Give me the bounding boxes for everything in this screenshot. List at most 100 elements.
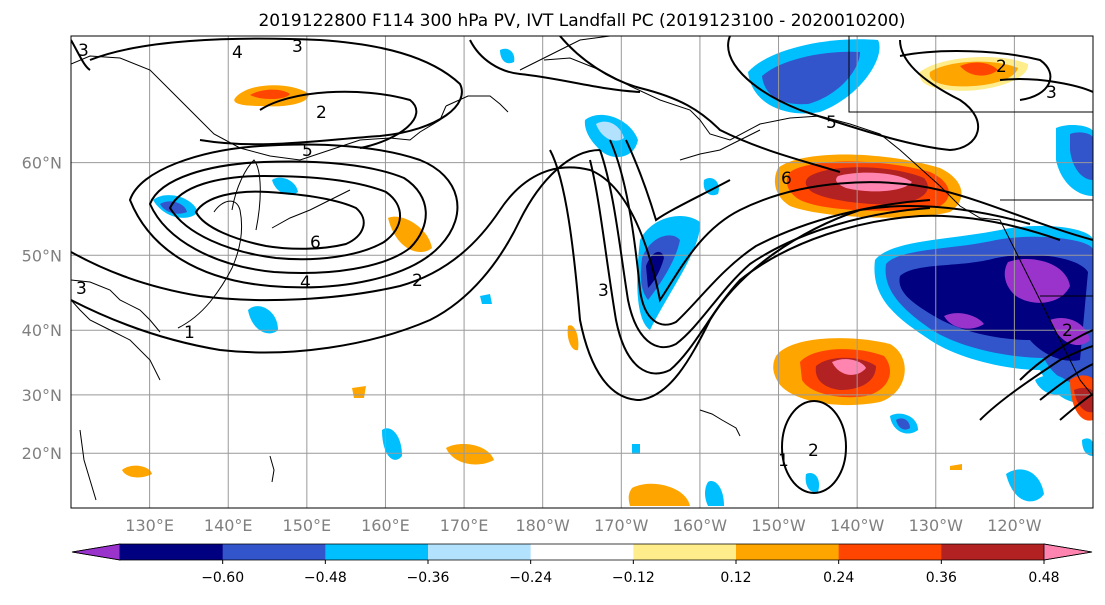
pv-contour — [549, 149, 1031, 402]
pv-contour — [168, 174, 401, 261]
ivt-negative-area — [500, 48, 515, 64]
pv-contour — [781, 400, 847, 494]
ivt-negative-area — [248, 306, 278, 334]
latitude-label: 50°N — [22, 246, 62, 265]
chart-title: 2019122800 F114 300 hPa PV, IVT Landfall… — [258, 11, 905, 31]
longitude-label: 160°E — [361, 516, 410, 535]
ivt-positive-area — [960, 62, 998, 76]
pv-contour — [999, 78, 1093, 93]
border-alaska-canada — [848, 36, 1093, 113]
contour-label: 3 — [76, 279, 87, 299]
contour-label: 2 — [808, 441, 819, 461]
ivt-negative-area — [944, 313, 984, 329]
contour-label: 2 — [412, 271, 423, 291]
colorbar-outline — [71, 543, 1093, 561]
latitude-label: 60°N — [22, 154, 62, 173]
pv-contour — [599, 149, 931, 349]
ivt-positive-area — [567, 325, 579, 351]
coastline-china — [71, 299, 161, 381]
coastline-sakhalin — [231, 159, 261, 231]
pv-contour — [625, 139, 731, 222]
ivt-negative-area — [1006, 469, 1044, 502]
colorbar-tick-label: 0.12 — [720, 570, 751, 586]
ivt-negative-area — [382, 428, 402, 460]
contour-label: 1 — [184, 323, 195, 343]
coastline-kurils — [271, 189, 351, 229]
contour-label: 4 — [232, 43, 243, 63]
coastline-islands — [269, 455, 275, 483]
ivt-negative-area — [632, 444, 640, 454]
colorbar-segment — [941, 544, 1045, 560]
ivt-positive-area — [950, 464, 962, 470]
colorbar-tick-label: −0.60 — [201, 570, 244, 586]
coastline-alaska — [519, 36, 611, 71]
ivt-shading — [122, 39, 1093, 506]
pv-contour — [128, 143, 459, 289]
pv-contour — [89, 37, 463, 146]
colorbar-tick-label: −0.24 — [509, 570, 552, 586]
pv-contour — [259, 90, 418, 149]
colorbar-segment — [428, 544, 532, 560]
colorbar-segment — [120, 544, 224, 560]
longitude-label: 120°W — [987, 516, 1042, 535]
colorbar-tick-label: 0.48 — [1028, 570, 1059, 586]
ivt-negative-area — [1035, 375, 1070, 395]
pv-contour — [559, 36, 841, 173]
map-area: 3 4 3 2 5 6 4 2 1 3 5 6 3 2 1 2 2 3 — [71, 36, 1093, 508]
pv-contour — [979, 345, 1093, 421]
pv-contour — [1019, 329, 1093, 381]
pv-contour — [469, 39, 641, 93]
ivt-positive-area — [628, 483, 690, 506]
contour-label: 3 — [292, 37, 303, 57]
coastline-asia — [71, 55, 447, 161]
ivt-positive-area — [446, 444, 494, 465]
pv-contour — [1039, 363, 1093, 401]
pv-contour — [727, 36, 980, 152]
contour-labels: 3 4 3 2 5 6 4 2 1 3 5 6 3 2 1 2 2 3 — [76, 37, 1073, 471]
longitude-labels: 130°E 140°E 150°E 160°E 170°E 180°W 170°W 160°W… — [125, 516, 1041, 535]
ivt-negative-area — [160, 201, 187, 214]
ivt-negative-area — [480, 294, 492, 304]
contour-label: 4 — [300, 273, 311, 293]
longitude-label: 140°E — [204, 516, 253, 535]
pv-contour — [71, 166, 1093, 303]
ivt-negative-area — [1004, 259, 1070, 303]
contour-label: 6 — [310, 233, 321, 253]
pv-contour — [899, 50, 1052, 101]
pv-contour — [609, 139, 931, 326]
colorbar-tick-label: −0.12 — [612, 570, 655, 586]
ivt-negative-area — [1082, 438, 1093, 456]
coastline-north-america — [543, 57, 1093, 397]
coastline-japan — [177, 200, 243, 329]
contour-label: 3 — [1046, 83, 1057, 103]
ivt-negative-area — [705, 481, 724, 506]
ivt-negative-area — [596, 121, 624, 141]
ivt-negative-area — [1070, 132, 1093, 180]
colorbar-tick-label: −0.36 — [407, 570, 450, 586]
coastline-aleutians — [679, 129, 761, 161]
colorbar-segment — [325, 544, 429, 560]
coastlines — [71, 36, 1093, 501]
contour-label: 6 — [781, 169, 792, 189]
pv-contour — [71, 149, 601, 354]
ivt-positive-area — [122, 465, 152, 478]
contour-label: 5 — [302, 141, 313, 161]
ivt-negative-area — [805, 472, 820, 493]
longitude-label: 150°W — [751, 516, 806, 535]
ivt-negative-area — [272, 177, 298, 195]
colorbar-segment — [838, 544, 942, 560]
longitude-label: 170°E — [440, 516, 489, 535]
contour-label: 2 — [996, 57, 1007, 77]
longitude-label: 150°E — [283, 516, 332, 535]
latitude-label: 30°N — [22, 386, 62, 405]
ivt-positive-area — [250, 89, 290, 100]
colorbar-segment — [736, 544, 840, 560]
coastline-korea — [71, 279, 161, 333]
colorbar-tick-label: 0.36 — [926, 570, 957, 586]
colorbar-tick-label: 0.24 — [823, 570, 854, 586]
pv-contour — [1059, 393, 1093, 421]
contour-label: 1 — [778, 451, 789, 471]
colorbar-extend-min — [71, 543, 121, 561]
